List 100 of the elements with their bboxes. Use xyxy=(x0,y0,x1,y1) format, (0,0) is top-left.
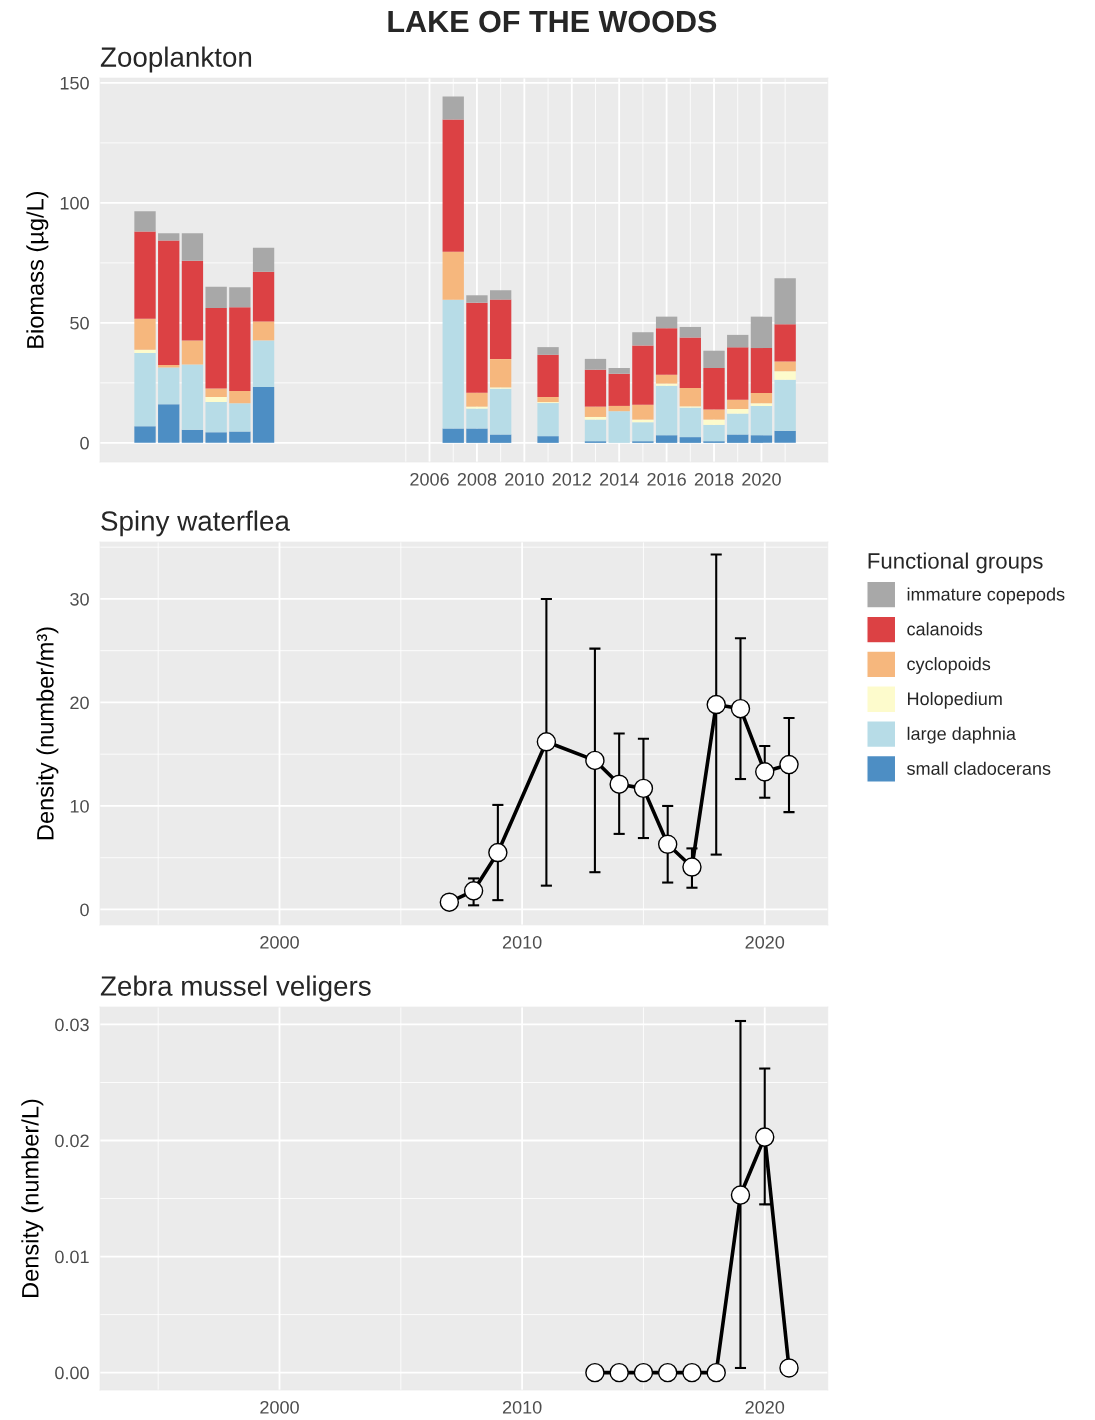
bar xyxy=(158,404,180,443)
point xyxy=(585,750,605,771)
y-axis-title: Density (number/L) xyxy=(21,1099,44,1297)
x-tick-label: 2010 xyxy=(502,1400,542,1414)
x-tick-label: 2010 xyxy=(505,472,544,486)
bar xyxy=(252,321,275,341)
bar xyxy=(703,419,725,425)
bar xyxy=(134,426,156,443)
y-tick-label: 0.01 xyxy=(55,1250,89,1264)
bar xyxy=(750,403,773,406)
bar xyxy=(774,430,796,443)
point xyxy=(706,1362,726,1383)
bar xyxy=(727,334,749,348)
x-tick-label: 2006 xyxy=(410,472,449,486)
bar xyxy=(537,397,559,403)
point xyxy=(488,842,508,863)
point xyxy=(706,694,726,715)
point xyxy=(730,698,751,719)
bar xyxy=(584,369,607,407)
bar xyxy=(774,278,796,325)
bar xyxy=(774,361,796,372)
bar xyxy=(679,437,701,443)
bar xyxy=(205,308,227,389)
point xyxy=(633,778,654,799)
bar xyxy=(205,402,227,433)
bar xyxy=(181,429,204,443)
bar xyxy=(584,416,607,420)
point xyxy=(755,1127,775,1147)
bar xyxy=(750,392,773,404)
bar xyxy=(774,379,796,431)
bar xyxy=(632,345,654,405)
bar xyxy=(632,332,654,346)
point xyxy=(439,892,460,912)
x-tick-label: 2016 xyxy=(647,472,686,486)
bar xyxy=(134,211,156,232)
legend-label: immature copepods xyxy=(907,587,1065,605)
bar xyxy=(608,368,630,374)
bar xyxy=(608,405,630,412)
legend-label: cyclopoids xyxy=(907,657,991,674)
chart-subtitle: Zooplankton xyxy=(100,46,252,73)
bar xyxy=(466,295,488,303)
bar xyxy=(584,358,607,370)
legend-label: Holopedium xyxy=(908,691,1002,709)
point xyxy=(633,1362,654,1383)
x-tick-label: 2020 xyxy=(745,935,785,949)
y-tick-label: 100 xyxy=(60,196,89,210)
bar xyxy=(489,290,512,300)
x-tick-label: 2010 xyxy=(502,935,542,949)
y-tick-label: 0 xyxy=(80,436,89,450)
point xyxy=(609,774,629,794)
point xyxy=(657,834,678,854)
point xyxy=(682,1362,702,1383)
x-tick-label: 2020 xyxy=(745,1400,785,1414)
x-tick-label: 2018 xyxy=(694,472,734,486)
chart-title: LAKE OF THE WOODS xyxy=(388,10,717,33)
bar xyxy=(703,350,725,368)
y-tick-label: 0.03 xyxy=(55,1018,89,1032)
x-tick-label: 2012 xyxy=(552,472,591,486)
bar xyxy=(181,340,204,365)
y-tick-label: 20 xyxy=(70,696,89,710)
legend-label: small cladocerans xyxy=(907,761,1051,775)
y-tick-label: 150 xyxy=(60,76,89,90)
point xyxy=(755,762,775,782)
bar xyxy=(158,364,180,368)
bar xyxy=(727,347,749,400)
point xyxy=(585,1362,605,1383)
bar xyxy=(134,349,156,354)
bar xyxy=(703,424,725,442)
x-tick-label: 2014 xyxy=(600,472,639,486)
bar xyxy=(655,316,678,329)
bar xyxy=(584,406,607,417)
bar xyxy=(750,405,773,436)
point xyxy=(779,754,799,775)
bar xyxy=(252,386,275,443)
bar xyxy=(608,373,630,406)
bar xyxy=(158,367,180,405)
bar xyxy=(252,247,275,272)
bar xyxy=(774,324,796,362)
bar xyxy=(489,359,512,388)
legend-title: Functional groups xyxy=(868,552,1043,574)
bar xyxy=(466,428,488,443)
bar xyxy=(229,431,251,443)
bar xyxy=(229,391,251,404)
bar xyxy=(774,371,796,380)
chart-title: Zebra mussel veligers xyxy=(100,975,371,1002)
bar xyxy=(679,337,701,388)
bar xyxy=(727,399,749,410)
bar xyxy=(727,409,749,414)
bar xyxy=(655,385,678,436)
legend-label: calanoids xyxy=(907,622,983,636)
bar xyxy=(181,364,204,430)
bar xyxy=(158,233,180,241)
bar xyxy=(679,387,701,407)
legend-label: large daphnia xyxy=(907,726,1016,744)
bar xyxy=(134,318,156,350)
bar xyxy=(442,428,464,443)
bar xyxy=(679,407,701,438)
y-axis-title: Biomass (µg/L) xyxy=(26,191,49,348)
point xyxy=(682,857,702,877)
bar xyxy=(537,354,559,398)
